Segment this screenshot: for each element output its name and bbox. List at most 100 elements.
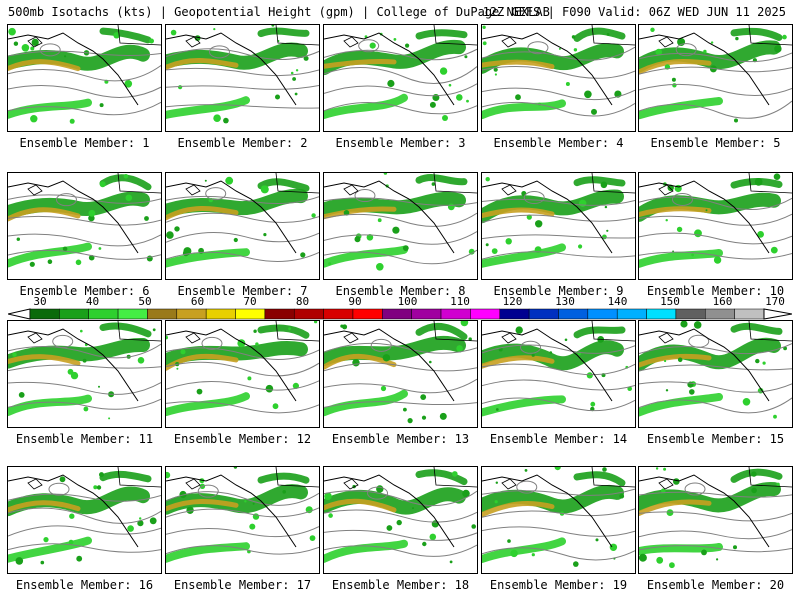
isotach-core-shading	[639, 353, 712, 368]
isotach-speckle	[564, 338, 568, 342]
isotach-speckle	[773, 414, 777, 419]
map-icon	[324, 467, 477, 564]
isotach-speckle	[495, 481, 498, 484]
isotach-speckle	[275, 94, 280, 100]
isotach-speckle	[464, 55, 468, 59]
height-contour	[639, 66, 792, 75]
isotach-speckle	[549, 351, 553, 354]
ensemble-map-panel	[7, 320, 162, 428]
header-title: 500mb Isotachs (kts) | Geopotential Heig…	[8, 5, 550, 19]
isotach-speckle	[558, 47, 561, 50]
panel-label: Ensemble Member: 17	[173, 578, 312, 592]
isotach-speckle	[531, 553, 535, 557]
panel-label: Ensemble Member: 2	[177, 136, 308, 150]
height-contour-closed	[52, 334, 74, 348]
height-contour-closed	[688, 334, 710, 348]
ensemble-map-panel	[323, 172, 478, 280]
isotach-core-shading	[482, 59, 555, 70]
height-contour	[324, 544, 477, 557]
panel-label: Ensemble Member: 10	[646, 284, 785, 298]
height-contour-closed	[684, 482, 706, 496]
isotach-core-shading	[324, 206, 397, 220]
isotach-speckle	[774, 45, 782, 53]
isotach-speckle	[751, 487, 757, 494]
colorbar-left-arrow-icon	[8, 308, 31, 320]
isotach-shading	[639, 248, 723, 268]
coastline	[501, 332, 517, 344]
isotach-shading	[482, 189, 624, 224]
coastline	[185, 332, 201, 344]
isotach-core-shading	[166, 353, 239, 371]
isotach-speckle	[619, 493, 625, 499]
height-contour	[482, 214, 635, 223]
isotach-speckle	[595, 538, 599, 542]
coastline	[27, 332, 43, 344]
isotach-speckle	[456, 94, 463, 101]
height-contour	[639, 52, 792, 63]
height-contour	[166, 380, 319, 391]
map-icon	[8, 321, 161, 420]
map-icon	[8, 467, 161, 565]
isotach-speckle	[439, 67, 448, 75]
isotach-speckle	[328, 513, 333, 518]
ensemble-map-panel	[165, 466, 320, 574]
isotach-speckle	[515, 326, 523, 334]
isotach-speckle	[673, 478, 680, 485]
height-contour	[639, 232, 792, 245]
height-contour	[166, 251, 319, 262]
isotach-core-shading	[8, 59, 81, 72]
isotach-shading	[573, 27, 626, 42]
isotach-speckle	[691, 253, 694, 257]
ensemble-map-panel	[481, 320, 636, 428]
isotach-speckle	[213, 114, 221, 122]
height-contour	[166, 491, 319, 506]
isotach-shading	[257, 324, 310, 339]
height-contour	[324, 249, 477, 265]
coastline	[166, 328, 297, 402]
height-contour	[8, 381, 161, 395]
isotach-speckle	[432, 94, 440, 101]
isotach-shading	[415, 322, 468, 341]
height-contour	[8, 343, 161, 359]
isotach-speckle	[180, 349, 186, 355]
colorbar-scale	[8, 308, 792, 320]
isotach-shading	[415, 174, 468, 186]
height-contour	[166, 347, 319, 360]
isotach-speckle	[393, 38, 397, 41]
isotach-speckle	[526, 214, 532, 220]
height-contour	[639, 83, 792, 96]
isotach-speckle	[776, 482, 780, 486]
isotach-speckle	[663, 467, 667, 471]
isotach-speckle	[705, 209, 708, 212]
colorbar-swatch	[734, 308, 765, 320]
isotach-shading	[8, 536, 92, 563]
isotach-speckle	[252, 502, 255, 505]
map-icon	[8, 173, 161, 268]
isotach-shading	[482, 537, 566, 563]
height-contour	[8, 543, 161, 553]
height-contour-closed	[523, 191, 545, 205]
isotach-speckle	[290, 71, 294, 75]
isotach-speckle	[693, 321, 702, 329]
colorbar-tick-label: 90	[348, 295, 362, 308]
isotach-speckle	[754, 178, 763, 186]
ensemble-map-panel	[481, 172, 636, 280]
isotach-core-shading	[8, 500, 81, 513]
height-contour	[482, 547, 635, 561]
isotach-shading	[730, 27, 783, 41]
colorbar-swatch	[323, 308, 354, 320]
height-contour	[166, 361, 319, 377]
isotach-speckle	[354, 236, 361, 243]
height-contour	[482, 101, 635, 117]
height-contour-closed	[205, 187, 227, 201]
map-icon	[482, 25, 635, 120]
colorbar-swatch	[264, 308, 295, 320]
isotach-speckle	[98, 247, 102, 250]
isotach-speckle	[591, 108, 597, 115]
isotach-speckle	[233, 237, 238, 243]
isotach-speckle	[565, 82, 570, 86]
map-icon	[482, 321, 635, 417]
isotach-speckle	[452, 471, 458, 477]
coastline	[27, 478, 43, 490]
isotach-speckle	[584, 90, 592, 99]
